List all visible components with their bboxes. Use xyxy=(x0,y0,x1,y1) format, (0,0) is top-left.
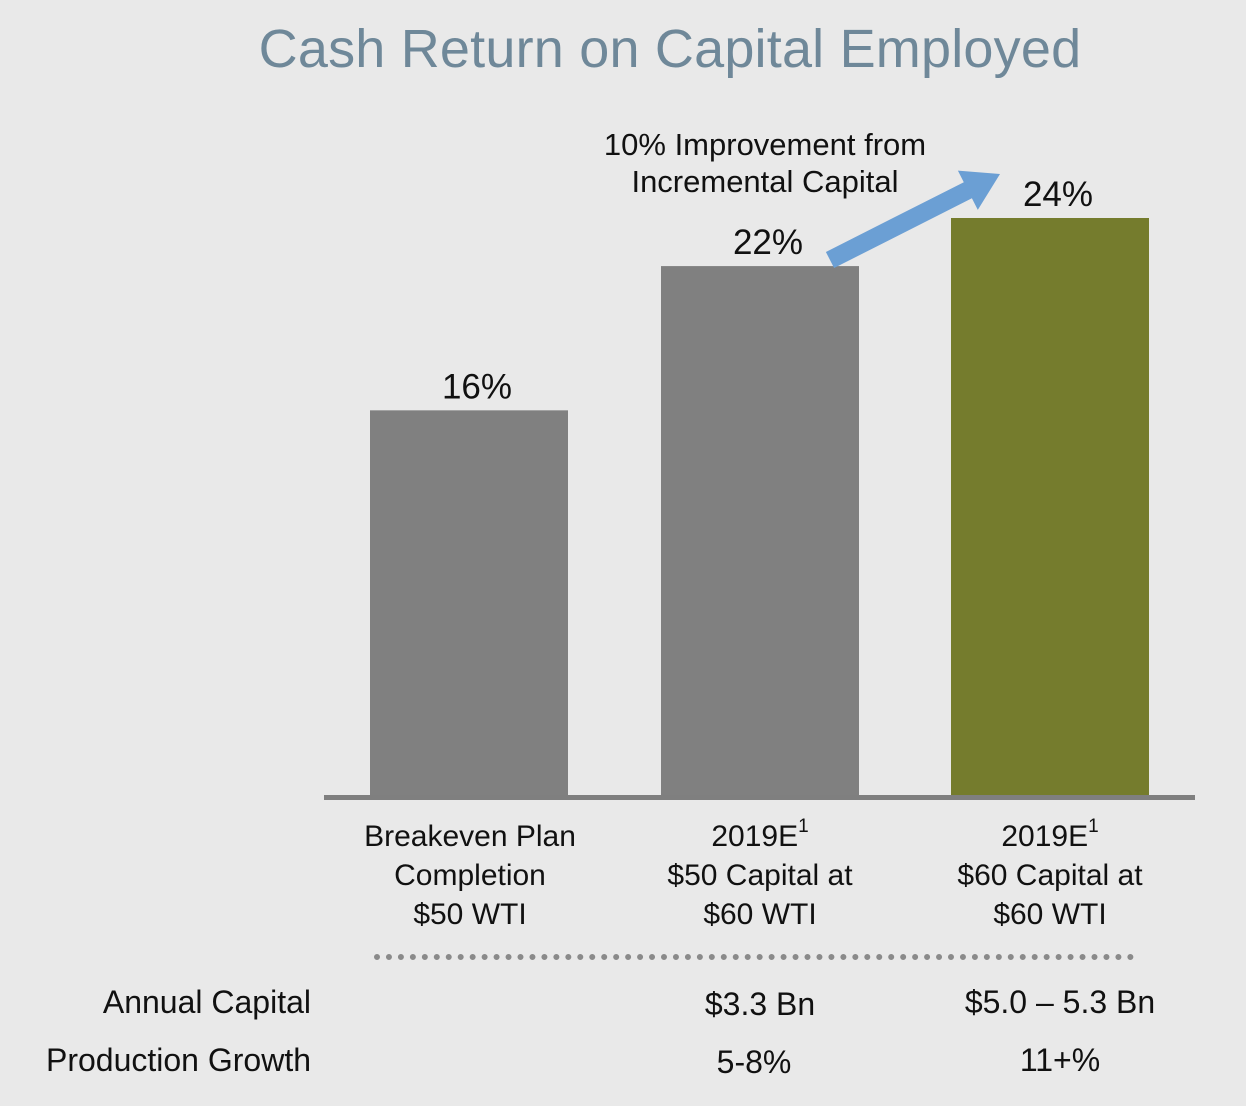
row-label-annual-capital: Annual Capital xyxy=(102,984,311,1020)
category-label-breakeven: Breakeven Plan Completion $50 WTI xyxy=(340,817,600,934)
category-line-3: $50 WTI xyxy=(413,898,527,931)
category-line-2: $60 Capital at xyxy=(957,859,1143,892)
annotation-line-1: 10% Improvement from xyxy=(603,127,927,162)
production-growth-value-2019e-50: 5-8% xyxy=(716,1044,792,1080)
category-line-2: $50 Capital at xyxy=(667,859,853,892)
category-line-1: 2019E xyxy=(1001,820,1089,853)
annotation-line-2: Incremental Capital xyxy=(631,164,899,199)
category-line-3: $60 WTI xyxy=(703,898,817,931)
chart-title: Cash Return on Capital Employed xyxy=(258,19,1082,79)
category-line-1: Breakeven Plan xyxy=(364,820,576,853)
annual-capital-value-2019e-50: $3.3 Bn xyxy=(704,986,816,1022)
value-label-1: 16% xyxy=(442,367,512,406)
value-label-2: 22% xyxy=(733,223,803,262)
bar-3 xyxy=(951,218,1149,795)
dotted-separator xyxy=(374,954,1134,960)
bar-2 xyxy=(661,266,859,795)
footnote-marker: 1 xyxy=(798,816,809,837)
row-label-production-growth: Production Growth xyxy=(45,1042,311,1078)
improvement-annotation: 10% Improvement from Incremental Capital xyxy=(560,126,970,200)
footnote-marker: 1 xyxy=(1088,816,1099,837)
x-axis-line xyxy=(324,795,1195,800)
production-growth-value-2019e-60: 11+% xyxy=(1019,1042,1101,1078)
value-label-3: 24% xyxy=(1023,175,1093,214)
category-label-2019e-50: 2019E1 $50 Capital at $60 WTI xyxy=(630,817,890,934)
category-label-2019e-60: 2019E1 $60 Capital at $60 WTI xyxy=(920,817,1180,934)
category-line-3: $60 WTI xyxy=(993,898,1107,931)
improvement-arrow-icon xyxy=(825,170,1000,268)
category-line-2: Completion xyxy=(394,859,546,892)
category-line-1: 2019E xyxy=(711,820,799,853)
bar-1 xyxy=(370,410,568,795)
annual-capital-value-2019e-60: $5.0 – 5.3 Bn xyxy=(964,984,1156,1020)
